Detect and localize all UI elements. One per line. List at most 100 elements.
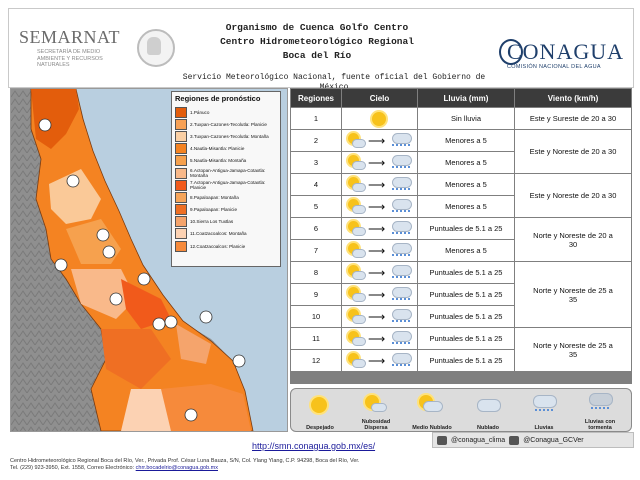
sky-legend-item: Medio Nublado [407,391,457,431]
legend-item: 5.Nautla-Misantla: Montaña [172,155,280,167]
rain-icon [392,309,412,320]
legend-item: 10.Sierra Los Tuxtlas [172,216,280,228]
table-row: 12 ⟶ Puntuales de 5.1 a 25 [290,350,632,372]
twitter-handle-gcver[interactable]: @Conagua_GCVer [523,436,584,444]
footer-contact: Tel. (229) 923-3950, Ext. 1558, Correo E… [10,465,218,471]
sun-icon [311,397,327,413]
semarnat-logo: SEMARNAT SECRETARÍA DE MEDIO AMBIENTE Y … [15,15,175,81]
rain-cell: Puntuales de 5.1 a 25 [418,306,514,327]
rain-cell: Menores a 5 [418,240,514,261]
sky-cell: ⟶ [342,174,417,195]
header: SEMARNAT SECRETARÍA DE MEDIO AMBIENTE Y … [8,8,634,92]
storm-icon [392,331,412,342]
table-row: 5 ⟶ Menores a 5 [290,196,632,218]
rain-icon [392,133,412,144]
table-row: 3 ⟶ Menores a 5 [290,152,632,174]
header-viento: Viento (km/h) [515,89,631,107]
legend-item: 11.Coatzacoalcos: Montaña [172,228,280,240]
table-row: 2 ⟶ Menores a 5 [290,130,632,152]
wind-cell: Norte y Noreste de 20 a 30 [515,218,631,261]
arrow-right-icon: ⟶ [368,332,386,346]
sun-cloud-icon [348,177,359,188]
sky-cell [342,108,417,129]
table-row: 11 ⟶ Puntuales de 5.1 a 25 [290,328,632,350]
legend-item: 4.Nautla-Misantla: Planicie [172,143,280,155]
sun-cloud-icon [348,309,359,320]
table-row: 7 ⟶ Menores a 5 [290,240,632,262]
table-row: 1 Sin lluvia [290,108,632,130]
region-cell: 7 [291,240,341,261]
header-cielo: Cielo [342,89,417,107]
rain-cell: Puntuales de 5.1 a 25 [418,350,514,371]
arrow-right-icon: ⟶ [368,178,386,192]
sky-legend-bar: Despejado Nubosidad Dispersa Medio Nubla… [290,388,632,432]
sky-cell: ⟶ [342,130,417,151]
rain-cell: Menores a 5 [418,196,514,217]
national-seal-icon [137,29,175,67]
table-row: 8 ⟶ Puntuales de 5.1 a 25 [290,262,632,284]
rain-cell: Menores a 5 [418,130,514,151]
region-cell: 3 [291,152,341,173]
sky-legend-item: Nubosidad Dispersa [351,391,401,431]
table-row: 4 ⟶ Menores a 5 [290,174,632,196]
rain-icon [392,155,412,166]
arrow-right-icon: ⟶ [368,266,386,280]
region-cell: 12 [291,350,341,371]
sky-cell: ⟶ [342,196,417,217]
legend-item: 9.Papaloapan: Planicie [172,204,280,216]
conagua-subtitle: COMISIÓN NACIONAL DEL AGUA [507,64,601,70]
org-title: Organismo de Cuenca Golfo Centro [225,22,409,33]
legend-item: 1.Pánuco [172,106,280,118]
rain-cell: Puntuales de 5.1 a 25 [418,262,514,283]
rain-icon [392,243,412,254]
region-cell: 4 [291,174,341,195]
wind-cell: Este y Noreste de 20 a 30 [515,174,631,217]
twitter-handle-clima[interactable]: @conagua_clima [451,436,506,444]
storm-icon [589,393,613,406]
smn-link[interactable]: http://smn.conagua.gob.mx/es/ [252,441,376,451]
twitter-icon [437,435,447,445]
sky-cell: ⟶ [342,152,417,173]
forecast-table: Regiones Cielo Lluvia (mm) Viento (km/h)… [290,88,632,384]
conagua-drop-icon [499,39,523,65]
sky-cell: ⟶ [342,218,417,239]
sun-cloud-icon [348,155,359,166]
rain-cell: Puntuales de 5.1 a 25 [418,218,514,239]
sun-cloud-icon [348,133,359,144]
map-legend: Regiones de pronóstico 1.Pánuco 2.Tuxpan… [171,91,281,267]
region-cell: 10 [291,306,341,327]
twitter-icon [509,435,520,445]
table-row: 9 ⟶ Puntuales de 5.1 a 25 [290,284,632,306]
region-cell: 1 [291,108,341,129]
footer: Centro Hidrometeorológico Regional Boca … [10,458,630,472]
sun-cloud-icon [348,331,359,342]
sky-cell: ⟶ [342,306,417,327]
arrow-right-icon: ⟶ [368,134,386,148]
sky-cell: ⟶ [342,284,417,305]
storm-icon [392,353,412,364]
sun-cloud-icon [348,243,359,254]
social-bar: @conagua_clima @Conagua_GCVer [432,432,634,448]
footer-email-link[interactable]: chrr.bocadelrio@conagua.gob.mx [135,465,218,471]
sky-cell: ⟶ [342,328,417,349]
rain-cell: Puntuales de 5.1 a 25 [418,284,514,305]
sky-legend-item: Despejado [295,391,345,431]
legend-item: 2.Tuxpan-Cazones-Tecolutla: Planicie [172,118,280,130]
region-cell: 5 [291,196,341,217]
rain-cell: Puntuales de 5.1 a 25 [418,328,514,349]
rain-icon [392,221,412,232]
rain-cell: Sin lluvia [418,108,514,129]
rain-cell: Menores a 5 [418,174,514,195]
arrow-right-icon: ⟶ [368,156,386,170]
region-cell: 6 [291,218,341,239]
semarnat-wordmark: SEMARNAT [19,27,121,47]
service-subtitle: Servicio Meteorológico Nacional, fuente … [182,73,486,92]
wind-cell: Este y Sureste de 20 a 30 [515,108,631,129]
header-lluvia: Lluvia (mm) [418,89,514,107]
sky-legend-item: Lluvias con tormenta [575,391,625,431]
location-title: Boca del Río [282,50,352,61]
region-cell: 2 [291,130,341,151]
table-row: 6 ⟶ Puntuales de 5.1 a 25 [290,218,632,240]
rain-icon [392,177,412,188]
arrow-right-icon: ⟶ [368,200,386,214]
